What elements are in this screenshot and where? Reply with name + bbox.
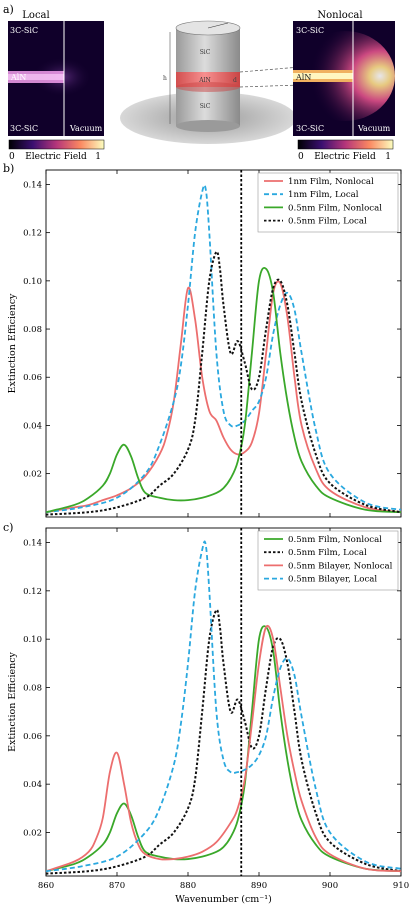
zoom-line-top [239,66,301,73]
nonlocal-map-label-br: Vacuum [357,124,391,133]
plot-area-c [46,540,401,875]
y-tick-label: 0.06 [23,373,42,383]
y-axis-label: Extinction Efficiency [7,293,18,393]
y-tick-label: 0.04 [23,421,42,431]
cylinder-aln-edge [176,82,240,92]
local-map-label-film: AlN [10,73,26,82]
cylinder-label-top: SiC [200,49,211,56]
y-tick-label: 0.10 [23,277,42,287]
x-tick-label: 910 [393,881,409,891]
panel-b-label: b) [3,162,14,175]
local-map-film-core [8,74,64,80]
cylinder-schematic: SiC AlN SiC h d [120,20,301,144]
nonlocal-map-label-tl: 3C-SiC [296,26,324,35]
y-tick-label: 0.08 [23,684,42,694]
x-tick-label: 890 [251,881,267,891]
cylinder-radius-line [207,22,229,29]
y-tick-label: 0.14 [23,180,42,190]
x-tick-label: 860 [38,881,54,891]
nonlocal-map-film-core [293,73,353,79]
cylinder-label-d: d [233,77,237,84]
panel-a-label: a) [3,3,14,16]
y-tick-label: 0.12 [23,229,42,239]
series-line-1 [46,280,401,514]
local-cbar-max: 1 [95,152,101,162]
legend-entry: 0.5nm Film, Local [288,548,367,558]
nonlocal-field-map: Nonlocal 3C-SiC AlN 3C-SiC Vacuum 0 Elec… [293,10,395,162]
y-tick-label: 0.10 [23,635,42,645]
nonlocal-colorbar [297,139,394,150]
series-line-4 [46,250,401,516]
y-tick-label: 0.02 [23,470,42,480]
y-tick-label: 0.04 [23,780,42,790]
local-map-label-tl: 3C-SiC [10,26,38,35]
x-axis-label: Wavenumber (cm⁻¹) [175,894,272,905]
legend-entry: 0.5nm Film, Local [288,217,367,227]
local-map-label-br: Vacuum [69,124,103,133]
panel-c-label: c) [3,521,13,534]
y-tick-label: 0.02 [23,829,42,839]
nonlocal-map-label-film: AlN [295,73,311,82]
zoom-line-bottom [239,84,301,88]
chart-c: 0.02 0.04 0.06 0.08 0.10 0.12 0.14 860 870 880 890… [7,527,409,905]
legend-entry: 1nm Film, Local [288,190,359,200]
series-line-3 [46,624,401,873]
cylinder-label-bottom: SiC [200,103,211,110]
y-axis-label: Extinction Efficiency [7,651,18,751]
y-tick-label: 0.06 [23,732,42,742]
y-tick-label: 0.14 [23,539,42,549]
x-tick-label: 880 [180,881,196,891]
legend-entry: 1nm Film, Nonlocal [288,177,374,187]
local-map-label-bl: 3C-SiC [10,124,38,133]
legend-entry: 0.5nm Film, Nonlocal [288,203,382,213]
nonlocal-cbar-label: Electric Field [314,152,376,162]
legend-entry: 0.5nm Bilayer, Nonlocal [288,561,393,571]
local-cbar-min: 0 [9,152,15,162]
nonlocal-map-title: Nonlocal [317,10,362,21]
y-tick-label: 0.08 [23,325,42,335]
axes-frame-c [45,527,402,877]
plot-area-b [46,184,401,516]
legend-box [257,172,399,233]
nonlocal-map-label-bl: 3C-SiC [296,124,324,133]
series-line-4 [46,540,401,873]
series-line-1 [46,625,401,873]
x-tick-label: 870 [109,881,125,891]
series-line-3 [46,266,401,514]
y-tick-label: 0.12 [23,587,42,597]
nonlocal-cbar-min: 0 [298,152,304,162]
axes-frame-b [45,169,402,518]
cylinder-base [176,120,240,132]
cylinder-label-middle: AlN [198,77,211,84]
nonlocal-cbar-max: 1 [385,152,391,162]
legend-box [257,530,399,591]
cylinder-bottom-body [176,86,240,126]
x-tick-label: 900 [322,881,338,891]
cylinder-top-body [176,28,240,72]
local-cbar-label: Electric Field [25,152,87,162]
cylinder-label-h: h [163,75,167,82]
local-map-title: Local [22,10,49,21]
chart-b: 0.02 0.04 0.06 0.08 0.10 0.12 0.14 Extinction E… [7,169,402,518]
series-line-2 [46,608,401,875]
legend-entry: 0.5nm Bilayer, Local [288,575,377,585]
legend-entry: 0.5nm Film, Nonlocal [288,535,382,545]
local-field-map: Local 3C-SiC AlN 3C-SiC Vacuum 0 Electri… [8,10,105,162]
series-line-2 [46,184,401,514]
local-colorbar [8,139,105,150]
